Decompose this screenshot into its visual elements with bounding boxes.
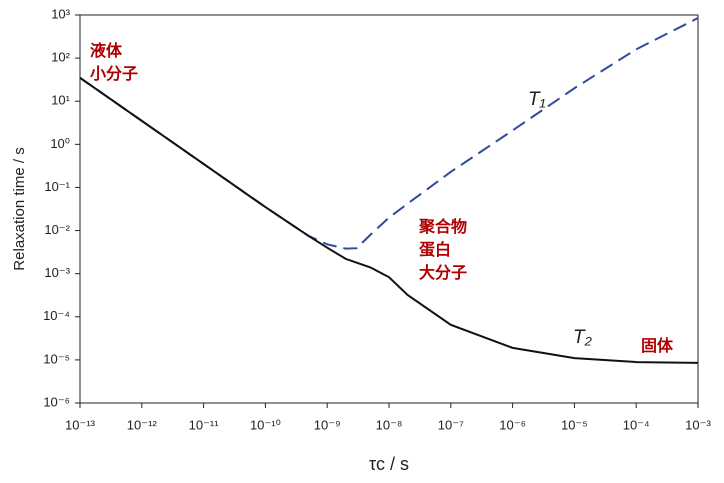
x-tick-label: 10⁻⁵ [561,417,588,432]
series-line [79,76,699,364]
y-tick-label: 10⁻⁶ [43,394,70,409]
y-tick-label: 10⁻² [44,222,70,237]
annotation: 液体 [90,41,123,60]
x-tick-label: 10⁻³ [685,417,711,432]
x-tick-label: 10⁻¹¹ [189,417,220,432]
y-axis-title: Relaxation time / s [11,147,28,270]
y-tick-label: 10⁰ [50,136,70,151]
x-tick-label: 10⁻⁹ [314,417,341,432]
series-label: T₂ [573,327,593,348]
annotation: 固体 [641,336,674,355]
x-tick-label: 10⁻¹⁰ [250,417,281,432]
y-tick-label: 10¹ [51,93,70,108]
annotation: 蛋白 [419,240,451,259]
y-tick-label: 10⁻⁵ [43,351,70,366]
series-label: T₁ [528,89,546,110]
y-tick-label: 10⁻³ [44,265,70,280]
x-tick-label: 10⁻⁴ [623,417,650,432]
y-tick-label: 10³ [51,6,70,21]
x-tick-label: 10⁻¹² [127,417,158,432]
y-tick-label: 10⁻¹ [44,179,70,194]
series-line [79,17,699,250]
annotation: 大分子 [419,263,467,282]
x-tick-label: 10⁻⁶ [499,417,526,432]
annotation: 聚合物 [418,217,467,236]
x-tick-label: 10⁻⁷ [438,417,464,432]
x-tick-label: 10⁻¹³ [65,417,96,432]
plot-frame [79,14,699,404]
annotation: 小分子 [90,65,138,83]
y-tick-label: 10⁻⁴ [43,308,70,323]
x-axis-title: τc / s [369,454,409,474]
y-tick-label: 10² [51,50,70,65]
x-tick-label: 10⁻⁸ [376,417,403,432]
